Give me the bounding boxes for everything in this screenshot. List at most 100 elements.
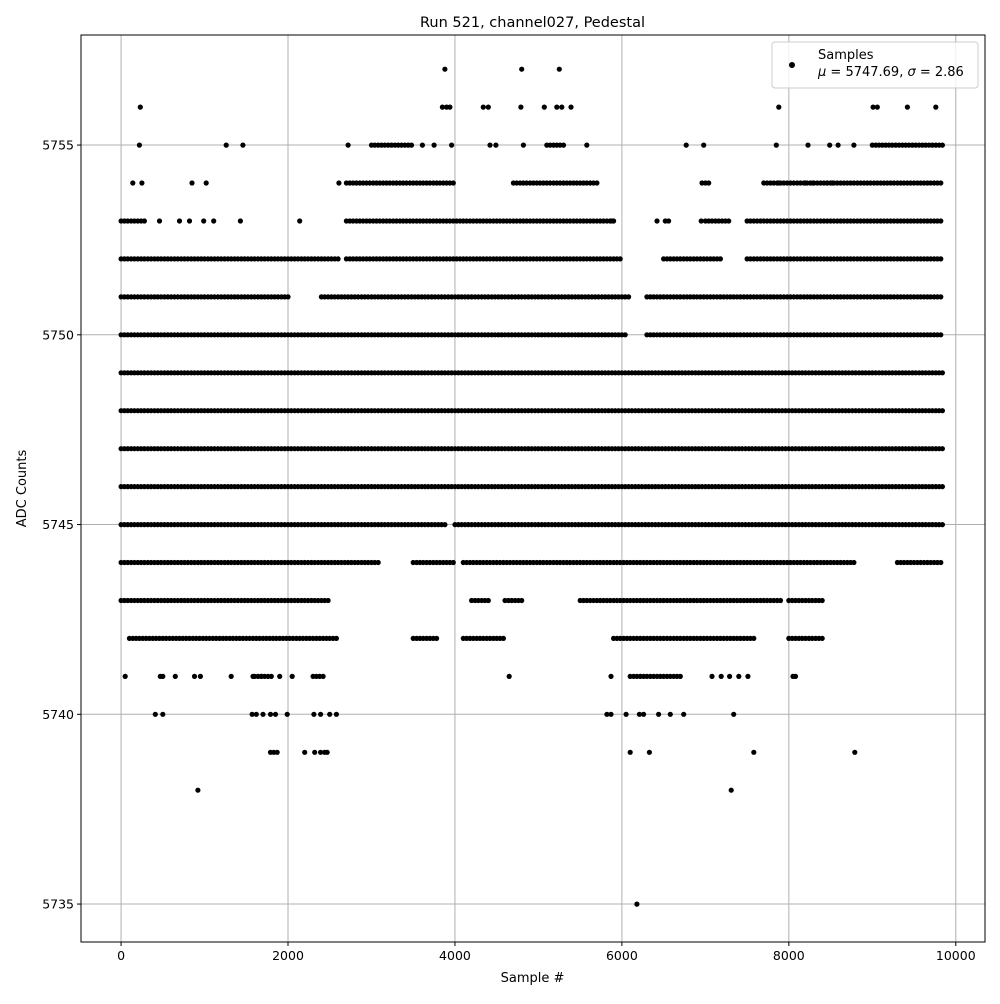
data-point — [408, 142, 415, 148]
data-point — [559, 104, 565, 110]
data-point — [727, 673, 733, 680]
data-point — [228, 673, 234, 680]
data-point — [904, 104, 911, 110]
data-point — [939, 522, 946, 528]
data-point — [709, 673, 715, 680]
data-point — [211, 218, 217, 224]
data-point — [189, 180, 195, 186]
data-point — [634, 901, 640, 907]
data-point — [824, 180, 830, 186]
data-point — [698, 218, 704, 224]
data-point — [122, 673, 128, 680]
data-point — [506, 673, 512, 680]
data-point — [938, 180, 944, 186]
data-point — [450, 559, 456, 566]
data-point — [267, 711, 274, 717]
data-point — [258, 673, 264, 680]
data-point — [938, 559, 944, 566]
data-point — [938, 218, 944, 224]
data-point — [442, 66, 448, 72]
data-point — [237, 218, 243, 224]
data-point — [835, 142, 841, 148]
data-point — [717, 256, 724, 262]
y-tick-label: 5755 — [42, 138, 74, 153]
data-point — [375, 559, 381, 566]
data-point — [324, 749, 330, 755]
data-point — [736, 673, 742, 680]
data-point — [938, 332, 944, 338]
data-point — [851, 559, 857, 566]
data-point — [718, 673, 724, 680]
data-point — [431, 142, 437, 148]
data-point — [874, 104, 880, 110]
data-point — [137, 104, 143, 110]
data-point — [223, 142, 229, 148]
data-point — [240, 142, 246, 148]
data-point — [819, 635, 825, 642]
data-point — [141, 218, 147, 224]
data-point — [335, 256, 341, 262]
x-axis-ticks: 0 2000 4000 6000 8000 10000 — [117, 942, 976, 963]
data-point — [500, 635, 506, 642]
chart-title: Run 521, channel027, Pedestal — [420, 15, 645, 31]
data-point — [677, 673, 683, 680]
data-point — [136, 142, 142, 148]
data-point — [197, 673, 203, 680]
data-point — [851, 142, 857, 148]
data-point — [646, 749, 653, 755]
data-point — [284, 711, 290, 717]
data-point — [626, 294, 632, 300]
data-point — [139, 180, 145, 186]
legend: Samples μ = 5747.69, σ = 2.86 — [771, 41, 979, 89]
data-point — [623, 711, 629, 717]
data-point — [726, 218, 732, 224]
data-point — [312, 749, 318, 755]
data-point — [203, 180, 209, 186]
data-point — [268, 673, 274, 680]
data-point — [939, 370, 946, 376]
data-point — [776, 180, 782, 186]
data-point — [827, 142, 833, 148]
data-point — [939, 142, 946, 148]
data-point — [701, 142, 707, 148]
data-point — [829, 180, 835, 186]
data-point — [681, 711, 687, 717]
data-point — [302, 749, 308, 755]
data-point — [450, 180, 456, 186]
data-point — [519, 66, 525, 72]
data-point — [627, 749, 633, 755]
data-point — [656, 711, 662, 717]
data-point — [776, 104, 782, 110]
data-point — [325, 597, 331, 604]
data-point — [439, 104, 445, 110]
data-point — [260, 711, 266, 717]
data-point — [654, 218, 660, 224]
data-point — [156, 218, 163, 224]
data-point — [792, 673, 799, 680]
data-point — [442, 522, 448, 528]
data-point — [160, 673, 166, 680]
data-point — [333, 711, 339, 717]
data-point — [327, 711, 333, 717]
y-tick-label: 5735 — [42, 897, 74, 912]
data-point — [773, 142, 779, 148]
data-point — [172, 673, 178, 680]
data-point — [289, 673, 295, 680]
data-point — [274, 749, 280, 755]
data-point — [622, 332, 628, 338]
data-point — [318, 711, 324, 717]
legend-box — [771, 41, 979, 89]
x-axis-label: Sample # — [501, 971, 565, 986]
data-point — [311, 711, 317, 717]
data-point — [870, 104, 876, 110]
legend-marker-icon — [789, 62, 795, 68]
data-point — [938, 294, 944, 300]
data-point — [285, 294, 291, 300]
data-point — [608, 673, 614, 680]
data-point — [667, 711, 673, 717]
y-tick-label: 5750 — [42, 327, 74, 342]
data-point — [751, 749, 757, 755]
data-point — [333, 635, 339, 642]
